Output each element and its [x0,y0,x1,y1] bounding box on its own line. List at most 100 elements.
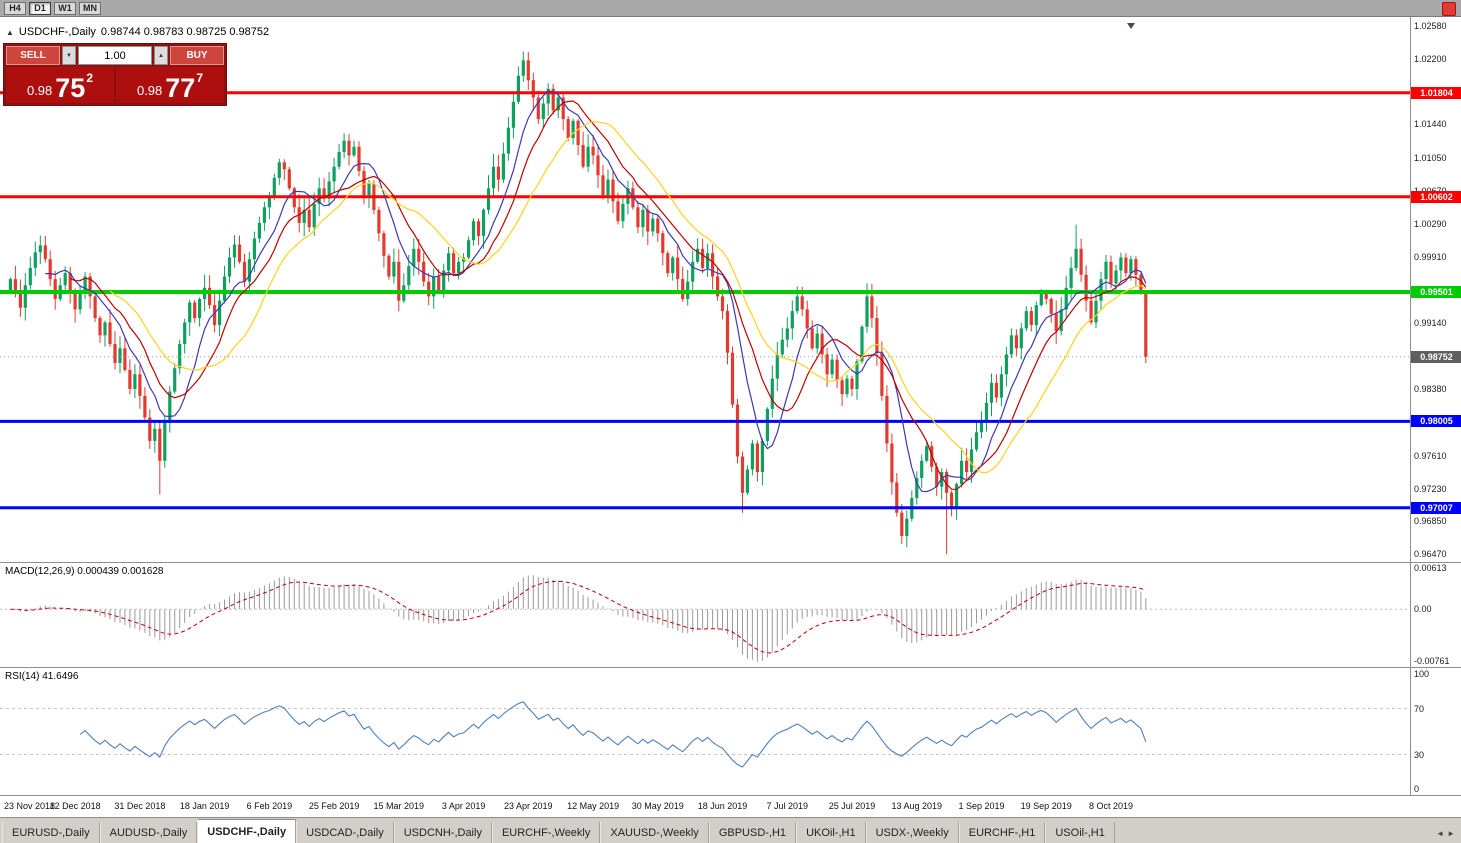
moving-average-0 [45,90,1147,493]
chart-tab-eurusd-daily[interactable]: EURUSD-,Daily [2,822,100,843]
chart-tab-usdcnh-daily[interactable]: USDCNH-,Daily [393,822,492,843]
level-price-badge-3: 0.98005 [1411,415,1461,428]
price-tick: 0.96850 [1414,516,1447,527]
timeframe-button-w1[interactable]: W1 [54,1,76,15]
macd-chart [0,575,1410,662]
sell-price-sup: 2 [86,71,94,85]
level-price-badge-1: 1.00602 [1411,190,1461,203]
timeframe-button-mn[interactable]: MN [79,1,101,15]
chart-tab-ukoil-h1[interactable]: UKOil-,H1 [796,822,866,843]
rsi-chart [0,701,1410,768]
time-axis-label: 18 Jan 2019 [179,801,230,811]
time-axis-label: 18 Jun 2019 [697,801,748,811]
macd-axis-label: 0.00 [1414,604,1432,615]
chart-tab-gbpusd-h1[interactable]: GBPUSD-,H1 [708,822,797,843]
price-tick: 0.96470 [1414,549,1447,560]
time-axis-label: 8 Oct 2019 [1088,801,1134,811]
rsi-axis-label: 30 [1414,749,1425,760]
horizontal-levels[interactable] [0,91,1410,510]
candlestick-chart[interactable] [0,17,1410,562]
moving-average-1 [69,100,1147,490]
tabs-container: EURUSD-,Daily AUDUSD-,Daily USDCHF-,Daily U… [0,818,1115,843]
time-axis-label: 31 Dec 2018 [114,801,166,811]
time-axis-label: 30 May 2019 [631,801,684,811]
time-axis-label: 25 Jul 2019 [828,801,876,811]
rsi-plot[interactable]: RSI(14) 41.6496 [0,668,1410,795]
moving-average-2 [109,120,1147,474]
chart-title: ▲ USDCHF-,Daily 0.98744 0.98783 0.98725 … [6,26,269,38]
price-tick: 1.02200 [1414,53,1447,64]
app-red-icon[interactable] [1442,2,1456,16]
time-axis-label: 3 Apr 2019 [441,801,486,811]
chart-tab-eurchf-h1[interactable]: EURCHF-,H1 [958,822,1046,843]
volume-decrease-button[interactable]: ▼ [62,46,76,65]
timeframe-button-d1[interactable]: D1 [29,1,51,15]
price-tick: 0.99140 [1414,318,1447,329]
sell-button[interactable]: SELL [6,46,60,65]
chart-tab-usdcad-daily[interactable]: USDCAD-,Daily [296,822,394,843]
time-axis-label: 15 Mar 2019 [373,801,425,811]
macd-signal-line [10,580,1146,654]
price-tick: 1.01050 [1414,153,1447,163]
tab-scroll-right-icon[interactable]: ► [1447,829,1455,838]
volume-input[interactable] [78,46,152,65]
time-axis-label: 19 Sep 2019 [1020,801,1072,811]
rsi-axis-label: 0 [1414,784,1420,794]
timeframe-group: H4 D1 W1 MN [4,0,104,16]
one-click-trading-panel: SELL ▼ ▲ BUY 0.98 75 2 0.98 77 7 [3,43,227,106]
sell-price-big: 75 [55,72,86,103]
tab-scroll-left-icon[interactable]: ◄ [1436,829,1445,838]
candlestick-canvas[interactable] [0,17,1410,562]
timeframe-toolbar: H4 D1 W1 MN [0,0,1461,17]
price-tick: 1.02580 [1414,20,1447,31]
chart-tab-usoil-h1[interactable]: USOil-,H1 [1045,822,1115,843]
macd-axis-label: -0.00761 [1414,656,1450,666]
time-axis-label: 12 May 2019 [567,801,620,811]
macd-histogram [14,575,1147,662]
time-axis-label: 7 Jul 2019 [766,801,809,811]
time-axis-label: 23 Nov 2018 [4,801,56,811]
macd-label: MACD(12,26,9) 0.000439 0.001628 [5,566,164,577]
level-price-badge-0: 1.01804 [1411,86,1461,99]
volume-increase-button[interactable]: ▲ [154,46,168,65]
chart-tab-audusd-daily[interactable]: AUDUSD-,Daily [99,822,198,843]
chart-tab-eurchf-weekly[interactable]: EURCHF-,Weekly [491,822,601,843]
buy-price-tile[interactable]: 0.98 77 7 [116,67,224,103]
time-axis-label: 12 Dec 2018 [49,801,101,811]
time-axis[interactable]: 23 Nov 2018 12 Dec 2018 31 Dec 2018 18 Jan … [0,795,1461,817]
chart-tabbar: EURUSD-,Daily AUDUSD-,Daily USDCHF-,Daily U… [0,817,1461,843]
price-tick: 0.97610 [1414,450,1447,461]
chart-symbol-label: USDCHF-,Daily [18,26,96,38]
buy-button[interactable]: BUY [170,46,224,65]
chart-tab-usdx-weekly[interactable]: USDX-,Weekly [865,822,959,843]
rsi-axis-label: 70 [1414,703,1425,714]
time-axis-label: 6 Feb 2019 [246,801,293,811]
main-chart-row: ▲ USDCHF-,Daily 0.98744 0.98783 0.98725 … [0,17,1461,562]
rsi-canvas [0,668,1410,795]
sell-price-tile[interactable]: 0.98 75 2 [6,67,114,103]
rsi-label: RSI(14) 41.6496 [5,671,79,682]
main-chart-plot[interactable]: ▲ USDCHF-,Daily 0.98744 0.98783 0.98725 … [0,17,1410,562]
time-axis-label: 1 Sep 2019 [958,801,1005,811]
chart-tab-xauusd-weekly[interactable]: XAUUSD-,Weekly [600,822,709,843]
macd-axis: 0.00613 0.00 -0.00761 [1410,563,1461,667]
candles [8,51,1148,555]
price-tick: 1.01440 [1414,119,1447,130]
macd-canvas [0,563,1410,667]
rsi-axis: 100 70 30 0 [1410,668,1461,795]
chart-tab-usdchf-daily[interactable]: USDCHF-,Daily [197,819,297,843]
rsi-line [79,701,1147,768]
one-click-collapse-icon[interactable]: ▲ [6,27,14,37]
chart-ohlc-values: 0.98744 0.98783 0.98725 0.98752 [100,26,270,38]
macd-panel-row: MACD(12,26,9) 0.000439 0.001628 0.00613 0… [0,562,1461,667]
macd-plot[interactable]: MACD(12,26,9) 0.000439 0.001628 [0,563,1410,667]
price-tick: 1.00290 [1414,218,1447,229]
timeframe-button-h4[interactable]: H4 [4,1,26,15]
buy-price-base: 0.98 [136,83,163,98]
buy-price-big: 77 [165,72,196,103]
tab-scroll-controls: ◄ ► [1436,829,1461,843]
price-axis[interactable]: 1.025801.022001.018201.014401.010501.006… [1410,17,1461,562]
series-end-marker-icon [1127,23,1135,29]
price-tick: 0.97230 [1414,483,1447,494]
